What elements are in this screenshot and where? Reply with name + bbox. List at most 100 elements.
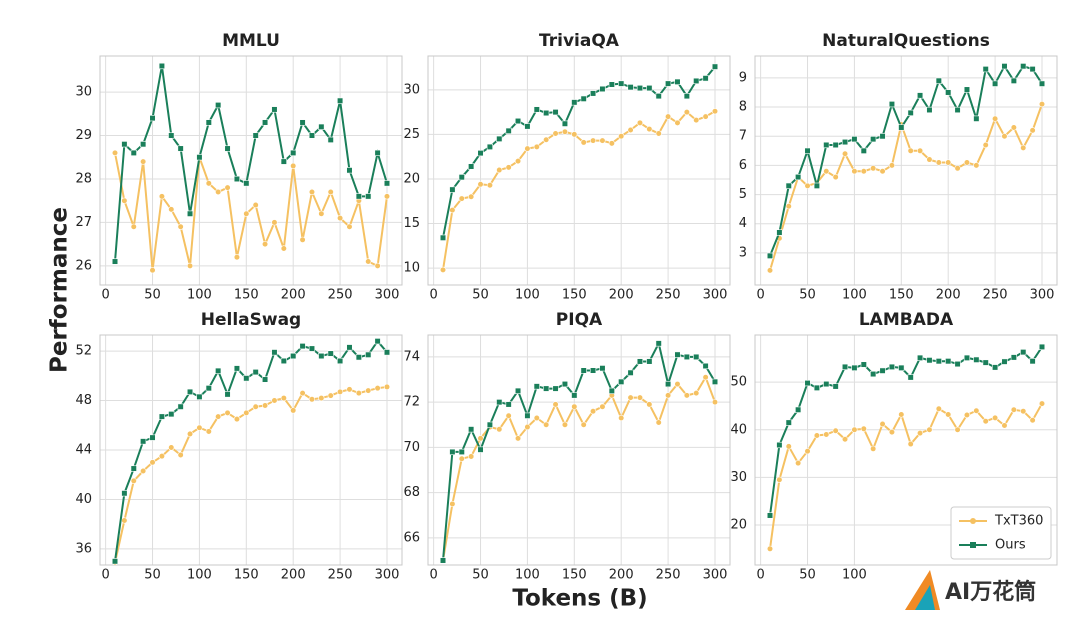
marker [477, 435, 484, 442]
marker [196, 393, 203, 400]
marker [935, 358, 942, 365]
y-tick-label: 20 [403, 171, 420, 186]
marker [215, 188, 222, 196]
x-tick-label: 0 [101, 288, 109, 303]
marker [477, 150, 484, 157]
x-tick-label: 200 [609, 288, 634, 303]
marker [674, 119, 681, 126]
marker [907, 374, 914, 381]
marker [711, 108, 719, 115]
marker [655, 340, 662, 347]
marker [674, 351, 681, 358]
marker [804, 448, 811, 455]
x-tick-label: 250 [328, 568, 353, 583]
marker [271, 349, 278, 356]
plot-background [755, 56, 1057, 285]
legend-marker [970, 542, 976, 548]
marker [618, 414, 625, 422]
marker [168, 411, 175, 418]
plot-background [428, 56, 730, 285]
marker [318, 210, 325, 217]
marker [177, 223, 184, 230]
marker [683, 392, 690, 399]
marker [683, 92, 690, 100]
marker [252, 368, 259, 376]
marker [524, 423, 531, 431]
marker [823, 141, 830, 149]
y-tick-label: 68 [403, 485, 420, 500]
marker [215, 367, 222, 374]
marker [533, 383, 540, 390]
marker [683, 109, 690, 116]
marker [916, 147, 924, 154]
series-line [114, 65, 388, 262]
marker [935, 159, 942, 166]
x-tick-label: 0 [756, 288, 764, 303]
marker [926, 357, 933, 364]
marker [693, 353, 700, 361]
marker [121, 490, 128, 497]
legend-marker [970, 518, 976, 524]
marker [1001, 422, 1008, 429]
x-tick-label: 300 [703, 288, 728, 303]
x-tick-label: 200 [936, 288, 961, 303]
x-tick-label: 250 [328, 288, 353, 303]
marker [832, 141, 839, 149]
marker [702, 374, 709, 381]
marker [383, 349, 391, 356]
plot-background [428, 335, 730, 565]
marker [785, 182, 792, 189]
y-tick-label: 70 [403, 440, 420, 455]
marker [926, 106, 933, 114]
marker [589, 367, 597, 374]
x-tick-label: 200 [609, 568, 634, 583]
marker [580, 421, 587, 428]
x-tick-label: 150 [562, 288, 587, 303]
marker [898, 124, 905, 131]
marker [561, 421, 569, 428]
marker [458, 448, 465, 456]
x-tick-label: 50 [799, 568, 816, 583]
marker [702, 75, 709, 82]
marker [149, 267, 156, 274]
marker [646, 84, 653, 92]
marker [543, 421, 550, 428]
marker [468, 163, 475, 170]
marker [355, 193, 362, 200]
marker [514, 117, 522, 125]
y-tick-label: 20 [730, 518, 747, 533]
marker [186, 210, 194, 217]
y-tick-label: 74 [403, 349, 420, 364]
marker [888, 363, 896, 371]
marker [973, 356, 980, 363]
marker [571, 131, 578, 138]
marker [121, 141, 128, 148]
marker [926, 156, 933, 163]
marker [804, 379, 811, 387]
marker [870, 165, 877, 172]
plot-background [100, 56, 402, 285]
marker [327, 136, 334, 143]
x-tick-label: 100 [515, 568, 540, 583]
series-line [442, 340, 716, 561]
marker [627, 84, 634, 91]
marker [664, 80, 672, 87]
marker [374, 385, 381, 392]
x-tick-label: 50 [144, 568, 161, 583]
marker [860, 361, 867, 368]
marker [449, 207, 456, 214]
plot-frame [99, 55, 403, 286]
marker [608, 140, 615, 147]
marker [327, 392, 334, 399]
marker [627, 394, 634, 401]
marker [514, 387, 522, 394]
marker [205, 428, 212, 435]
marker [552, 385, 559, 392]
marker [186, 262, 194, 269]
marker [693, 390, 700, 397]
marker [505, 412, 512, 419]
marker [271, 397, 278, 404]
x-tick-label: 0 [429, 288, 437, 303]
marker [308, 345, 316, 352]
marker [589, 137, 597, 144]
